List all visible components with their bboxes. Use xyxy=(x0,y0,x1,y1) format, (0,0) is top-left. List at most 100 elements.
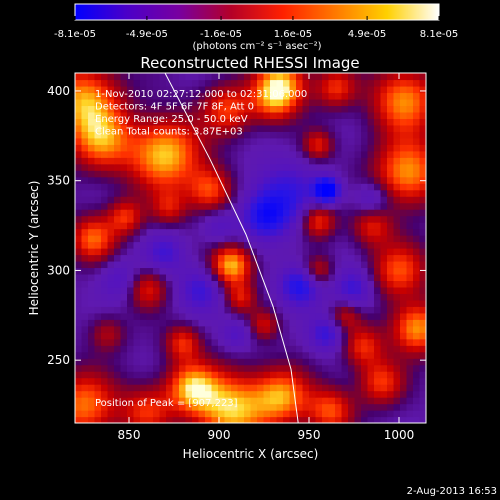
heatmap-cell xyxy=(361,157,369,165)
heatmap-cell xyxy=(159,131,167,139)
heatmap-cell xyxy=(276,416,284,423)
heatmap-cell xyxy=(361,410,369,418)
heatmap-cell xyxy=(133,299,141,307)
y-tick-label: 350 xyxy=(47,174,70,188)
heatmap-cell xyxy=(107,410,115,418)
heatmap-cell xyxy=(120,131,128,139)
heatmap-cell xyxy=(75,202,83,210)
heatmap-cell xyxy=(140,286,148,294)
heatmap-cell xyxy=(205,131,213,139)
heatmap-cell xyxy=(101,73,109,81)
heatmap-cell xyxy=(393,118,401,126)
heatmap-cell xyxy=(393,345,401,353)
heatmap-cell xyxy=(192,92,200,100)
heatmap-cell xyxy=(120,416,128,423)
heatmap-cell xyxy=(192,351,200,359)
heatmap-cell xyxy=(374,293,382,301)
heatmap-cell xyxy=(224,403,232,411)
heatmap-cell xyxy=(192,170,200,178)
heatmap-cell xyxy=(380,273,388,282)
heatmap-cell xyxy=(367,377,375,385)
heatmap-cell xyxy=(380,92,388,100)
heatmap-cell xyxy=(400,131,408,139)
heatmap-cell xyxy=(107,384,115,392)
heatmap-cell xyxy=(406,403,414,411)
heatmap-cell xyxy=(107,85,115,94)
heatmap-cell xyxy=(315,235,323,243)
heatmap-cell xyxy=(257,118,265,126)
heatmap-cell xyxy=(185,137,193,145)
heatmap-cell xyxy=(211,384,219,392)
heatmap-cell xyxy=(263,371,271,379)
heatmap-cell xyxy=(289,416,297,423)
heatmap-cell xyxy=(153,280,161,288)
heatmap-cell xyxy=(302,131,310,139)
heatmap-cell xyxy=(146,377,154,385)
heatmap-cell xyxy=(374,228,382,236)
heatmap-cell xyxy=(276,358,284,366)
heatmap-cell xyxy=(140,267,148,275)
heatmap-cell xyxy=(406,260,414,269)
heatmap-cell xyxy=(380,280,388,288)
heatmap-cell xyxy=(263,170,271,178)
heatmap-cell xyxy=(88,196,96,204)
heatmap-cell xyxy=(75,157,83,165)
heatmap-cell xyxy=(107,358,115,366)
heatmap-cell xyxy=(348,358,356,366)
heatmap-cell xyxy=(166,111,174,119)
heatmap-cell xyxy=(88,260,96,269)
heatmap-cell xyxy=(172,150,180,158)
heatmap-cell xyxy=(140,397,148,405)
heatmap-cell xyxy=(133,189,141,197)
heatmap-cell xyxy=(400,248,408,256)
heatmap-cell xyxy=(218,416,226,423)
heatmap-cell xyxy=(81,196,89,204)
heatmap-cell xyxy=(393,157,401,165)
heatmap-cell xyxy=(335,144,343,152)
heatmap-cell xyxy=(309,390,317,398)
heatmap-cell xyxy=(198,293,206,301)
heatmap-cell xyxy=(335,371,343,379)
heatmap-cell xyxy=(270,390,278,398)
heatmap-cell xyxy=(179,189,187,197)
heatmap-cell xyxy=(328,170,336,178)
heatmap-cell xyxy=(283,312,291,320)
heatmap-cell xyxy=(367,92,375,100)
heatmap-cell xyxy=(270,358,278,366)
heatmap-cell xyxy=(198,325,206,333)
heatmap-cell xyxy=(289,170,297,178)
heatmap-cell xyxy=(101,345,109,353)
heatmap-cell xyxy=(133,345,141,353)
heatmap-cell xyxy=(159,105,167,113)
heatmap-cell xyxy=(218,228,226,236)
heatmap-cell xyxy=(250,384,258,392)
heatmap-cell xyxy=(81,144,89,152)
heatmap-cell xyxy=(81,280,89,288)
heatmap-cell xyxy=(192,332,200,340)
heatmap-cell xyxy=(341,105,349,113)
heatmap-cell xyxy=(361,215,369,223)
heatmap-cell xyxy=(419,286,426,294)
heatmap-cell xyxy=(192,267,200,275)
heatmap-cell xyxy=(224,241,232,249)
heatmap-cell xyxy=(172,131,180,139)
heatmap-cell xyxy=(231,384,239,392)
heatmap-cell xyxy=(322,338,330,346)
heatmap-cell xyxy=(335,79,343,87)
heatmap-cell xyxy=(328,384,336,392)
heatmap-cell xyxy=(101,325,109,333)
heatmap-cell xyxy=(75,273,83,282)
heatmap-cell xyxy=(328,371,336,379)
heatmap-cell xyxy=(166,325,174,333)
heatmap-cell xyxy=(205,267,213,275)
heatmap-cell xyxy=(341,150,349,158)
heatmap-cell xyxy=(133,137,141,145)
heatmap-cell xyxy=(231,189,239,197)
heatmap-cell xyxy=(237,228,245,236)
heatmap-cell xyxy=(231,215,239,223)
heatmap-cell xyxy=(127,105,135,113)
heatmap-cell xyxy=(192,131,200,139)
colorbar-unit-label: (photons cm⁻² s⁻¹ asec⁻²) xyxy=(192,41,321,52)
heatmap-cell xyxy=(400,338,408,346)
heatmap-cell xyxy=(387,410,395,418)
